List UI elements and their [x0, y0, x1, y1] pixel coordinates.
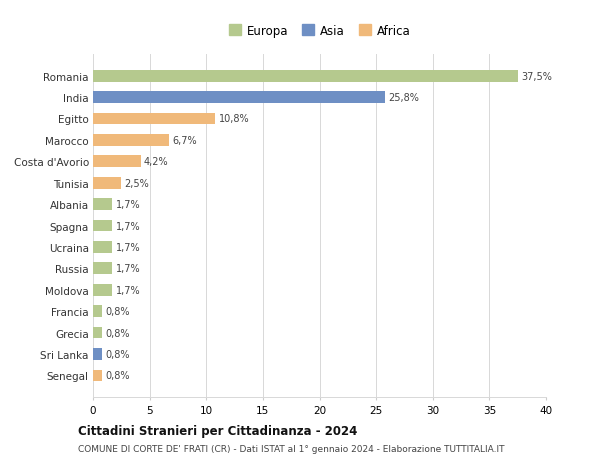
Bar [93, 284, 112, 296]
Text: 6,7%: 6,7% [172, 135, 197, 146]
Legend: Europa, Asia, Africa: Europa, Asia, Africa [224, 20, 415, 42]
Bar [93, 178, 121, 189]
Text: 2,5%: 2,5% [125, 179, 149, 188]
Bar [93, 71, 518, 82]
Bar [93, 199, 112, 211]
Text: 1,7%: 1,7% [116, 221, 140, 231]
Text: 0,8%: 0,8% [106, 349, 130, 359]
Bar [93, 348, 102, 360]
Bar [93, 306, 102, 317]
Text: 4,2%: 4,2% [144, 157, 169, 167]
Bar [93, 370, 102, 381]
Bar [93, 327, 102, 339]
Bar [93, 241, 112, 253]
Text: 25,8%: 25,8% [389, 93, 419, 103]
Text: 37,5%: 37,5% [521, 72, 552, 82]
Text: 0,8%: 0,8% [106, 370, 130, 381]
Text: 0,8%: 0,8% [106, 328, 130, 338]
Text: 0,8%: 0,8% [106, 307, 130, 317]
Text: 1,7%: 1,7% [116, 264, 140, 274]
Text: Cittadini Stranieri per Cittadinanza - 2024: Cittadini Stranieri per Cittadinanza - 2… [78, 425, 358, 437]
Bar [93, 220, 112, 232]
Bar [93, 135, 169, 146]
Text: 1,7%: 1,7% [116, 285, 140, 295]
Text: 1,7%: 1,7% [116, 200, 140, 210]
Bar [93, 92, 385, 104]
Text: 1,7%: 1,7% [116, 242, 140, 252]
Text: COMUNE DI CORTE DE' FRATI (CR) - Dati ISTAT al 1° gennaio 2024 - Elaborazione TU: COMUNE DI CORTE DE' FRATI (CR) - Dati IS… [78, 444, 505, 453]
Bar [93, 156, 140, 168]
Bar [93, 263, 112, 274]
Bar [93, 113, 215, 125]
Text: 10,8%: 10,8% [219, 114, 250, 124]
